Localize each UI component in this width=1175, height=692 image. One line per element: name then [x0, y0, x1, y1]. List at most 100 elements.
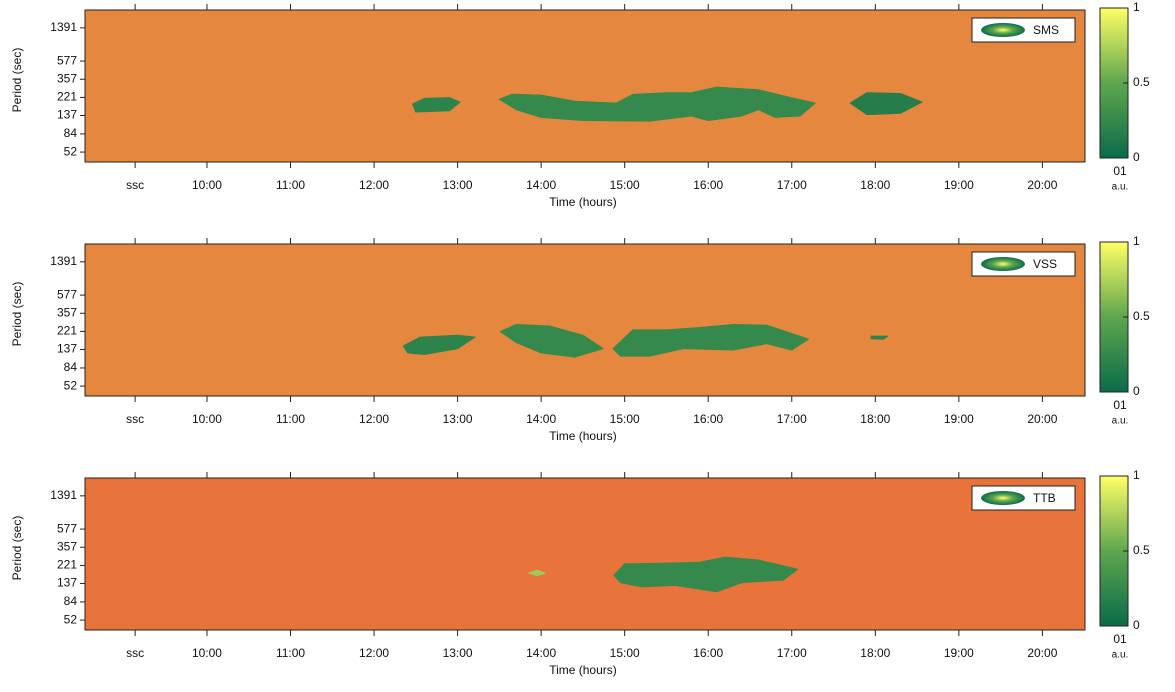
power-region	[613, 556, 799, 593]
y-axis-label: Period (sec)	[10, 48, 24, 113]
colorbar-tick-label: 0	[1133, 618, 1140, 632]
x-tick-label: 12:00	[359, 646, 389, 660]
y-tick-label: 1391	[50, 254, 77, 268]
x-tick-label: 10:00	[192, 646, 222, 660]
y-tick-label: 137	[57, 342, 77, 356]
x-tick-label: 15:00	[610, 412, 640, 426]
x-tick-label: 14:00	[526, 646, 556, 660]
x-tick-label: 16:00	[693, 646, 723, 660]
x-axis-label: Time (hours)	[549, 195, 617, 209]
x-tick-label: ssc	[126, 178, 144, 192]
x-tick-label: 19:00	[944, 412, 974, 426]
plot-frame	[84, 477, 1086, 631]
x-tick-label: 16:00	[693, 412, 723, 426]
power-region	[849, 92, 923, 116]
colorbar-label: a.u.	[1112, 650, 1129, 661]
colorbar-tick-label: 0.5	[1133, 309, 1150, 323]
x-tick-label: ssc	[126, 412, 144, 426]
legend-label: VSS	[1033, 257, 1057, 271]
y-tick-label: 137	[57, 576, 77, 590]
legend-label: SMS	[1033, 23, 1059, 37]
power-region	[402, 334, 476, 355]
power-region	[870, 335, 889, 340]
x-tick-label: 11:00	[276, 646, 305, 660]
colorbar-tick-label: 1	[1133, 234, 1140, 248]
x-tick-label: ssc	[126, 646, 144, 660]
plot-background	[85, 478, 1085, 630]
y-tick-label: 137	[57, 108, 77, 122]
plot-frame	[84, 243, 1086, 397]
x-tick-label: 20:00	[1027, 178, 1057, 192]
y-tick-label: 1391	[50, 488, 77, 502]
x-tick-label: 17:00	[777, 412, 807, 426]
x-tick-label: 14:00	[526, 412, 556, 426]
power-region	[499, 324, 604, 358]
x-tick-label: 15:00	[610, 178, 640, 192]
x-tick-label: 18:00	[860, 646, 890, 660]
x-tick-label: 11:00	[276, 178, 305, 192]
x-tick-label: 13:00	[443, 646, 473, 660]
x-tick-label: 13:00	[443, 412, 473, 426]
y-tick-label: 577	[57, 53, 77, 67]
x-tick-label: 19:00	[944, 646, 974, 660]
y-tick-label: 52	[64, 378, 78, 392]
colorbar-bottom-text: 01	[1113, 164, 1127, 178]
x-tick-label: 12:00	[359, 412, 389, 426]
x-tick-label: 18:00	[860, 412, 890, 426]
x-tick-label: 16:00	[693, 178, 723, 192]
legend-swatch	[981, 257, 1025, 271]
x-tick-label: 19:00	[944, 178, 974, 192]
colorbar-tick-label: 0.5	[1133, 543, 1150, 557]
y-tick-label: 221	[57, 558, 77, 572]
y-tick-label: 221	[57, 90, 77, 104]
colorbar-tick-label: 0.5	[1133, 75, 1150, 89]
y-tick-label: 577	[57, 287, 77, 301]
y-tick-label: 84	[64, 594, 78, 608]
y-tick-label: 52	[64, 144, 78, 158]
plot-frame	[84, 9, 1086, 163]
plot-background	[85, 244, 1085, 396]
x-tick-label: 12:00	[359, 178, 389, 192]
legend-swatch	[981, 23, 1025, 37]
plot-background	[85, 10, 1085, 162]
colorbar-tick-label: 1	[1133, 468, 1140, 482]
x-tick-label: 17:00	[777, 646, 807, 660]
legend-swatch	[981, 491, 1025, 505]
x-tick-label: 20:00	[1027, 646, 1057, 660]
colorbar-label: a.u.	[1112, 416, 1129, 427]
legend-label: TTB	[1033, 491, 1056, 505]
y-axis-label: Period (sec)	[10, 516, 24, 581]
colorbar-bottom-text: 01	[1113, 398, 1127, 412]
colorbar-tick-label: 0	[1133, 384, 1140, 398]
y-tick-label: 357	[57, 539, 77, 553]
x-tick-label: 18:00	[860, 178, 890, 192]
y-tick-label: 84	[64, 360, 78, 374]
power-region	[528, 569, 546, 577]
x-tick-label: 14:00	[526, 178, 556, 192]
x-tick-label: 10:00	[192, 178, 222, 192]
y-tick-label: 357	[57, 71, 77, 85]
power-region	[412, 97, 461, 113]
y-tick-label: 577	[57, 521, 77, 535]
y-tick-label: 1391	[50, 20, 77, 34]
x-axis-label: Time (hours)	[549, 429, 617, 443]
y-tick-label: 52	[64, 612, 78, 626]
x-tick-label: 10:00	[192, 412, 222, 426]
x-tick-label: 17:00	[777, 178, 807, 192]
y-axis-label: Period (sec)	[10, 282, 24, 347]
y-tick-label: 221	[57, 324, 77, 338]
power-region	[612, 324, 809, 357]
x-axis-label: Time (hours)	[549, 663, 617, 677]
colorbar-bottom-text: 01	[1113, 632, 1127, 646]
x-tick-label: 20:00	[1027, 412, 1057, 426]
y-tick-label: 84	[64, 126, 78, 140]
x-tick-label: 13:00	[443, 178, 473, 192]
colorbar-tick-label: 0	[1133, 150, 1140, 164]
power-region	[498, 86, 816, 122]
colorbar-label: a.u.	[1112, 182, 1129, 193]
colorbar-tick-label: 1	[1133, 0, 1140, 14]
y-tick-label: 357	[57, 305, 77, 319]
x-tick-label: 15:00	[610, 646, 640, 660]
